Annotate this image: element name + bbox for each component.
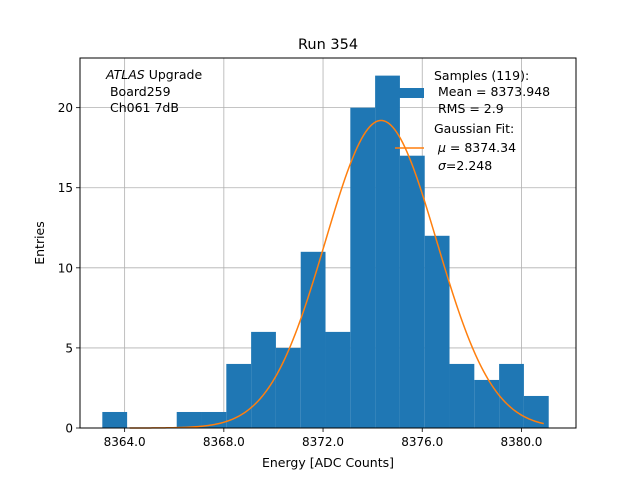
histogram-bar [399, 155, 425, 428]
histogram-bar [300, 251, 326, 428]
histogram-bar [226, 363, 252, 428]
histogram-bar [424, 235, 450, 428]
chart-title: Run 354 [298, 37, 358, 53]
histogram-bar [275, 347, 301, 428]
y-tick-label: 15 [58, 181, 73, 195]
histogram-bar [325, 331, 351, 428]
axes-frame [79, 57, 577, 429]
legend-fit-line-1: Gaussian Fit: [434, 121, 514, 136]
x-tick-label: 8368.0 [203, 435, 245, 449]
x-axis-label: Energy [ADC Counts] [262, 455, 394, 470]
histogram-bar [375, 75, 400, 428]
histogram-bar [523, 395, 549, 428]
x-tick-label: 8364.0 [104, 435, 146, 449]
plot-area: 8364.0 8368.0 8372.0 8376.0 8380.0 0 5 10 15 20 [58, 57, 577, 449]
annotation-line-3: Ch061 7dB [106, 100, 179, 115]
histogram-bar [176, 411, 202, 428]
histogram-bar [102, 411, 128, 428]
histogram-bar [474, 379, 500, 428]
x-tick-label: 8380.0 [500, 435, 542, 449]
histogram-bar [499, 363, 524, 428]
legend-fit-line-2: μ = 8374.34 [434, 140, 516, 155]
atlas-annotation: ATLAS Upgrade Board259 Ch061 7dB [105, 67, 202, 115]
y-tick-label: 10 [58, 261, 73, 275]
ticks-layer: 8364.0 8368.0 8372.0 8376.0 8380.0 0 5 10 15 20 [58, 101, 543, 449]
annotation-line-2: Board259 [106, 84, 171, 99]
legend-fit-line-3: σ=2.248 [434, 158, 492, 173]
y-tick-label: 20 [58, 101, 73, 115]
x-tick-label: 8372.0 [302, 435, 344, 449]
legend: Samples (119): Mean = 8373.948 RMS = 2.9… [395, 68, 550, 173]
legend-samples-line-1: Samples (119): [434, 68, 529, 83]
annotation-line-1: ATLAS Upgrade [105, 67, 202, 82]
histogram-bar [449, 363, 475, 428]
y-tick-label: 0 [65, 422, 73, 436]
gaussian-fit-curve [129, 119, 544, 429]
legend-samples-line-3: RMS = 2.9 [434, 101, 504, 116]
legend-samples-line-2: Mean = 8373.948 [434, 84, 550, 99]
histogram-bar [350, 107, 376, 428]
x-tick-label: 8376.0 [401, 435, 443, 449]
histogram-bars [102, 75, 549, 428]
legend-samples-swatch [395, 88, 424, 98]
y-axis-label: Entries [32, 221, 47, 265]
y-tick-label: 5 [65, 341, 73, 355]
histogram-bar [251, 331, 276, 428]
